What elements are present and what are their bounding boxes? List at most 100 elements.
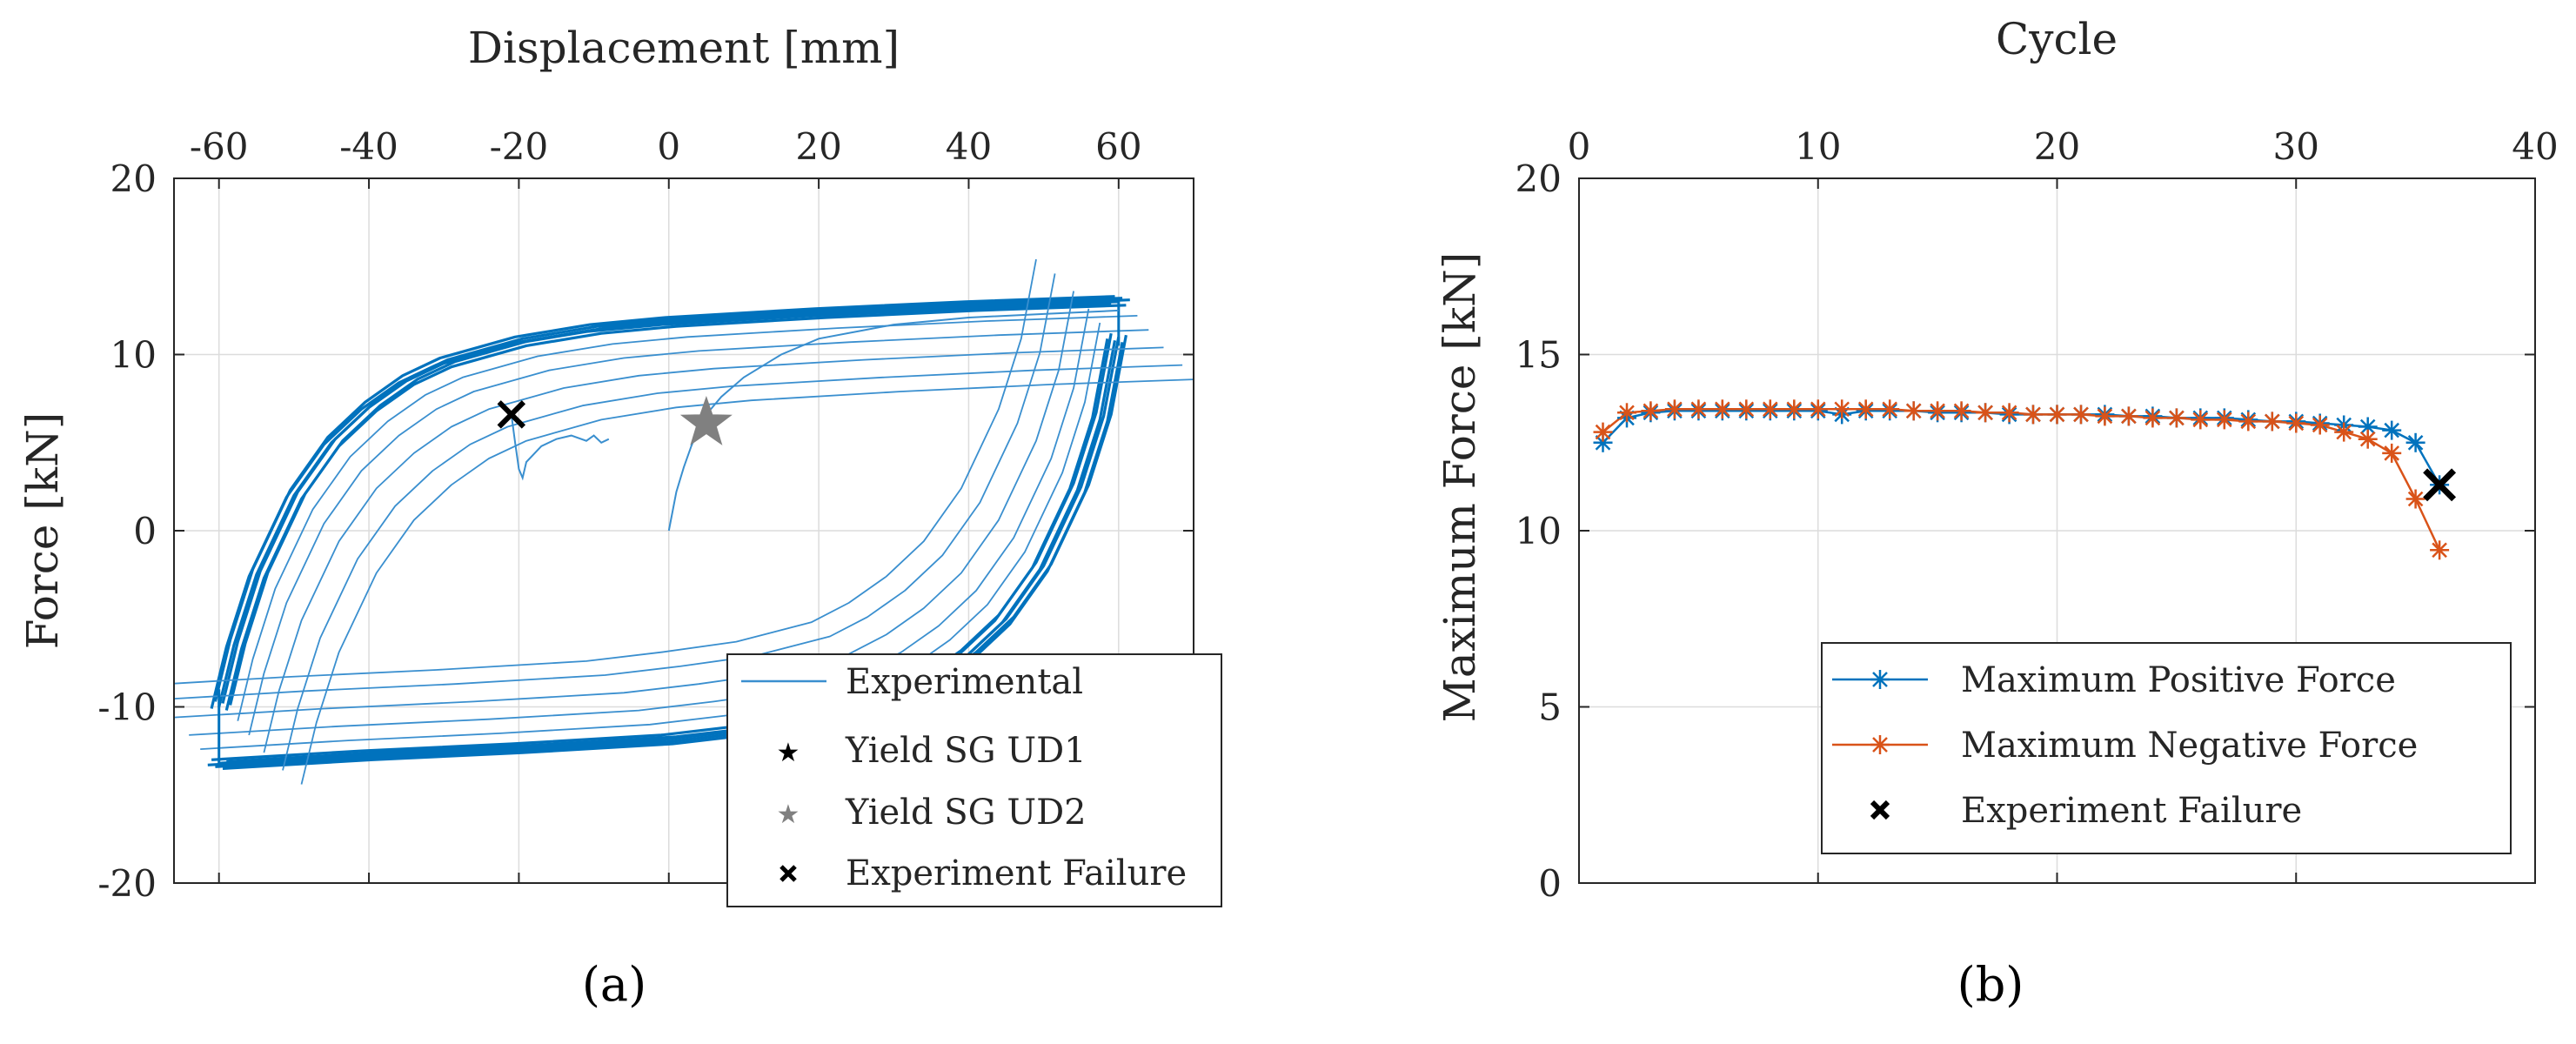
max-negative-force-point	[1928, 401, 1948, 421]
chart-a-x-tick-label: 40	[946, 125, 992, 168]
panel-b-label: (b)	[1957, 957, 2024, 1012]
chart-a-ticks: -60 -40 -20 0 20 40 60 -20 -10 0 10 20	[97, 125, 1194, 905]
legend-failure-label: Experiment Failure	[846, 853, 1187, 893]
chart-a: -60 -40 -20 0 20 40 60 -20 -10 0 10 20 Displacement…	[17, 23, 1222, 1012]
max-negative-force-point	[2214, 410, 2234, 430]
chart-b-y-tick-label: 10	[1515, 510, 1562, 552]
legend-yield-ud1-star-icon: ★	[777, 738, 800, 768]
max-negative-force-point	[2166, 408, 2186, 428]
experimental-cycle-lower-curve	[174, 273, 1056, 700]
chart-b-data	[1593, 399, 2457, 560]
legend-experimental-label: Experimental	[846, 662, 1083, 702]
legend-max-positive-label: Maximum Positive Force	[1961, 660, 2396, 700]
max-negative-force-point	[1593, 422, 1613, 442]
chart-b-y-tick-label: 20	[1515, 157, 1562, 200]
chart-b-x-axis-title: Cycle	[1996, 14, 2118, 64]
chart-b-x-tick-label: 20	[2034, 125, 2080, 168]
max-negative-force-point	[2286, 413, 2306, 433]
max-negative-force-point	[2430, 540, 2450, 560]
max-negative-force-point	[2238, 412, 2258, 432]
chart-b-ticks: 0 10 20 30 40 0 5 10 15 20	[1515, 125, 2559, 905]
chart-a-y-tick-label: -10	[97, 686, 157, 729]
experimental-failure-fragment-curve	[510, 414, 610, 481]
max-negative-force-point	[2191, 410, 2211, 430]
legend-b-failure-label: Experiment Failure	[1961, 791, 2302, 831]
chart-b-x-tick-label: 10	[1795, 125, 1841, 168]
max-positive-force-point	[2382, 420, 2402, 440]
experiment-failure-x-marker	[497, 400, 526, 429]
max-negative-force-point	[1951, 401, 1971, 421]
legend-max-negative-label: Maximum Negative Force	[1961, 726, 2418, 766]
experiment-failure-x-marker	[2423, 468, 2457, 502]
legend-max-negative-asterisk-icon	[1870, 735, 1890, 754]
max-negative-force-point	[1856, 399, 1876, 419]
legend-max-positive-asterisk-icon	[1870, 670, 1890, 689]
max-negative-force-point	[1880, 399, 1900, 419]
max-negative-force-point	[2143, 408, 2163, 428]
chart-b: 0 10 20 30 40 0 5 10 15 20 Cycle Maximum Force [k…	[1435, 14, 2559, 1012]
max-negative-force-point	[2310, 415, 2330, 435]
max-negative-force-point	[1617, 403, 1636, 423]
experimental-cycle-lower-curve	[174, 291, 1074, 719]
max-negative-force-point	[1736, 399, 1756, 419]
max-negative-force-point	[2118, 406, 2138, 426]
max-negative-force-point	[2405, 489, 2425, 509]
max-negative-force-point	[1808, 399, 1828, 419]
max-positive-force-point	[2405, 432, 2425, 452]
max-negative-force-point	[2334, 422, 2354, 442]
chart-a-y-tick-label: -20	[97, 862, 157, 905]
max-negative-force-point	[2024, 405, 2043, 425]
legend-yield-ud1-label: Yield SG UD1	[845, 731, 1087, 771]
max-negative-force-point	[1904, 401, 1924, 421]
chart-b-x-tick-label: 30	[2273, 125, 2319, 168]
chart-a-y-tick-label: 10	[110, 334, 157, 377]
chart-b-y-tick-label: 0	[1538, 862, 1562, 905]
chart-a-x-tick-label: -40	[339, 125, 398, 168]
max-negative-force-point	[1760, 399, 1780, 419]
chart-b-y-axis-title: Maximum Force [kN]	[1435, 252, 1485, 723]
max-negative-force-point	[2262, 412, 2282, 432]
chart-a-y-axis-title: Force [kN]	[17, 412, 68, 650]
chart-a-legend: Experimental ★ Yield SG UD1 ★ Yield SG U…	[726, 653, 1222, 907]
experimental-cycle-upper-curve	[300, 378, 1194, 785]
chart-b-legend-box	[1821, 642, 2512, 854]
chart-a-y-tick-label: 0	[133, 510, 157, 552]
chart-a-x-axis-title: Displacement [mm]	[468, 23, 900, 73]
chart-b-y-tick-label: 15	[1515, 334, 1562, 377]
experimental-cycle-upper-curve	[229, 298, 1130, 706]
max-negative-force-point	[2382, 443, 2402, 463]
chart-a-legend-box	[726, 653, 1222, 907]
chart-b-y-tick-label: 5	[1538, 686, 1562, 729]
max-negative-force-point	[1664, 399, 1684, 419]
chart-a-x-tick-label: 20	[795, 125, 841, 168]
max-negative-force-point	[1976, 403, 1996, 423]
chart-b-legend: Maximum Positive Force Maximum Negative …	[1821, 642, 2512, 854]
chart-a-x-tick-label: 60	[1095, 125, 1141, 168]
legend-yield-ud2-star-icon: ★	[777, 800, 800, 830]
max-negative-force-point	[1689, 399, 1709, 419]
chart-a-x-tick-label: -60	[190, 125, 249, 168]
max-negative-force-point	[1641, 401, 1661, 421]
legend-failure-x-icon	[1870, 800, 1890, 820]
max-negative-force-point	[2047, 405, 2067, 425]
experimental-cycle-lower-curve	[174, 258, 1037, 685]
chart-a-y-tick-label: 20	[110, 157, 157, 200]
max-negative-force-point	[1784, 399, 1804, 419]
experimental-cycle-upper-curve	[237, 315, 1138, 721]
experimental-cycle-upper-curve	[248, 329, 1149, 736]
legend-failure-x-icon	[779, 865, 797, 882]
experimental-cycle-upper-curve	[210, 302, 1112, 709]
chart-a-x-tick-label: -20	[490, 125, 549, 168]
panel-a-label: (a)	[582, 957, 646, 1012]
experimental-cycle-upper-curve	[282, 364, 1183, 771]
max-negative-force-point	[2358, 429, 2378, 449]
max-negative-force-point	[1712, 399, 1732, 419]
chart-a-x-tick-label: 0	[657, 125, 680, 168]
experimental-initial-loading-curve	[667, 309, 1119, 532]
max-negative-force-point	[2095, 406, 2115, 426]
max-negative-force-point	[1832, 399, 1852, 419]
legend-yield-ud2-label: Yield SG UD2	[845, 793, 1087, 833]
max-negative-force-point	[2071, 405, 2091, 425]
max-negative-force-point	[1999, 403, 2019, 423]
